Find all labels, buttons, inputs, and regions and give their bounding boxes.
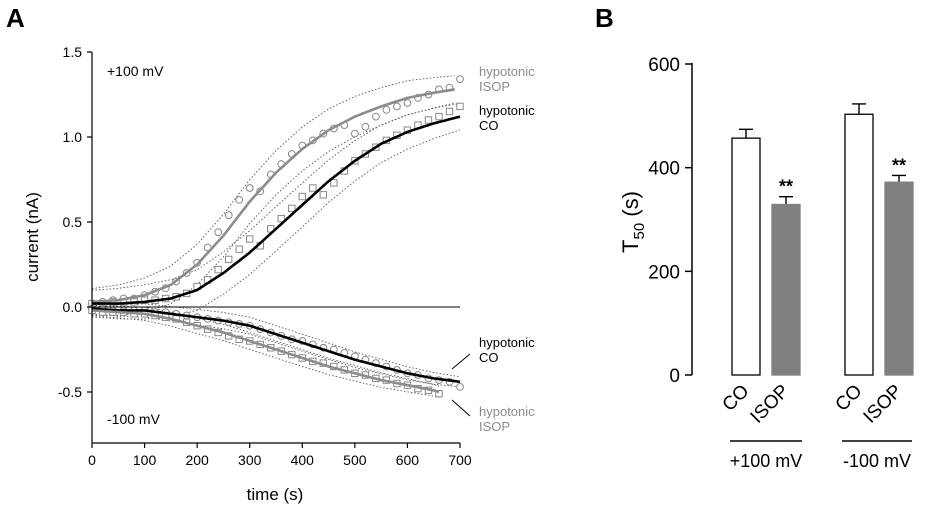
legend-neg-co-line2: CO — [479, 350, 499, 365]
data-point — [456, 75, 464, 84]
y-tick-label-b: 200 — [648, 262, 680, 283]
y-tick-label-b: 600 — [648, 55, 680, 76]
group-label: -100 mV — [843, 451, 911, 471]
fit-curve — [91, 88, 455, 304]
data-point — [224, 255, 233, 264]
data-point — [224, 211, 233, 220]
legend-pointer-isop — [451, 399, 471, 417]
bar — [844, 113, 874, 376]
data-point — [361, 122, 370, 131]
confidence-band-upper — [91, 102, 461, 291]
bar — [884, 181, 914, 376]
x-axis-label: time (s) — [247, 485, 304, 504]
legend-neg-isop-line2: ISOP — [479, 419, 510, 434]
fit-curve — [91, 309, 440, 394]
x-tick-label: 300 — [238, 452, 262, 468]
fit-curves — [91, 88, 461, 394]
voltage-label-neg: -100 mV — [107, 411, 161, 427]
y-tick-label: 1.0 — [63, 129, 83, 145]
data-point — [277, 214, 285, 223]
y-tick-label: -0.5 — [58, 384, 82, 400]
data-point — [393, 102, 401, 111]
legend-pos-isop-line1: hypotonic — [479, 64, 535, 79]
x-tick-label: 700 — [448, 452, 472, 468]
x-tick-label: 200 — [185, 452, 209, 468]
panel-a-label: A — [6, 3, 25, 33]
fit-curve — [91, 307, 461, 384]
y-tick-label: 1.5 — [63, 44, 83, 60]
confidence-band-upper — [91, 304, 440, 387]
data-point — [435, 112, 443, 121]
x-tick-label: 100 — [133, 452, 157, 468]
x-tick-label: 600 — [396, 452, 420, 468]
data-point — [246, 235, 254, 243]
confidence-band-lower — [91, 315, 440, 399]
confidence-band-lower — [91, 129, 461, 320]
legend-pointer-co — [451, 353, 471, 370]
legend-neg-isop-line1: hypotonic — [479, 404, 535, 419]
confidence-band-upper — [91, 75, 455, 290]
y-tick-label: 0.5 — [63, 214, 83, 230]
x-tick-label: 0 — [88, 452, 96, 468]
significance-marker: ** — [779, 177, 793, 197]
y-tick-label-b: 400 — [648, 159, 680, 180]
data-point — [245, 184, 254, 192]
data-point — [235, 196, 244, 204]
legend-pos-co-line2: CO — [479, 118, 499, 133]
panel-b-label: B — [595, 3, 614, 33]
confidence-bands — [91, 75, 461, 399]
data-point — [309, 184, 317, 192]
data-point — [288, 204, 296, 213]
panel-a-plot: 0 100 200 300 400 500 600 700 -0.5 0.0 0.5 1.0 1.5 — [58, 44, 472, 468]
voltage-label-pos: +100 mV — [107, 63, 164, 79]
legend-pos-isop-line2: ISOP — [479, 79, 510, 94]
bar — [731, 137, 761, 376]
data-point — [330, 179, 338, 187]
x-tick-label: 400 — [291, 452, 315, 468]
legend-pos-co-line1: hypotonic — [479, 103, 535, 118]
category-label: ISOP — [860, 381, 907, 428]
confidence-band-lower — [92, 102, 455, 316]
data-point — [382, 105, 391, 114]
data-point — [350, 129, 359, 138]
axes-a: 0 100 200 300 400 500 600 700 -0.5 0.0 0.5 1.0 1.5 — [58, 44, 472, 468]
legend-neg-co-line1: hypotonic — [479, 335, 535, 350]
confidence-band-lower — [91, 313, 461, 388]
data-point — [456, 383, 464, 391]
data-point — [235, 245, 243, 253]
group-label: +100 mV — [730, 451, 803, 471]
significance-marker: ** — [892, 155, 906, 175]
category-label: ISOP — [747, 381, 794, 428]
data-point — [424, 116, 433, 124]
y-label-b-suffix: (s) — [618, 191, 643, 223]
data-point — [371, 112, 380, 121]
y-axis-label-b: T50 (s) — [618, 191, 648, 253]
y-label-b-sub: 50 — [631, 223, 648, 240]
fit-curve — [92, 115, 461, 305]
data-point — [445, 107, 454, 116]
x-tick-label: 500 — [343, 452, 367, 468]
data-point — [214, 228, 223, 237]
y-axis-label: current (nA) — [23, 192, 42, 282]
data-point — [319, 191, 328, 199]
y-label-b-main: T — [618, 240, 643, 253]
data-point — [456, 102, 464, 111]
bar — [771, 203, 801, 376]
y-tick-label: 0.0 — [63, 299, 83, 315]
data-point — [214, 265, 222, 274]
confidence-band-upper — [91, 303, 461, 378]
data-point — [298, 192, 306, 201]
data-point — [403, 99, 412, 107]
data-point — [435, 390, 443, 398]
y-tick-label-b: 0 — [669, 366, 680, 387]
